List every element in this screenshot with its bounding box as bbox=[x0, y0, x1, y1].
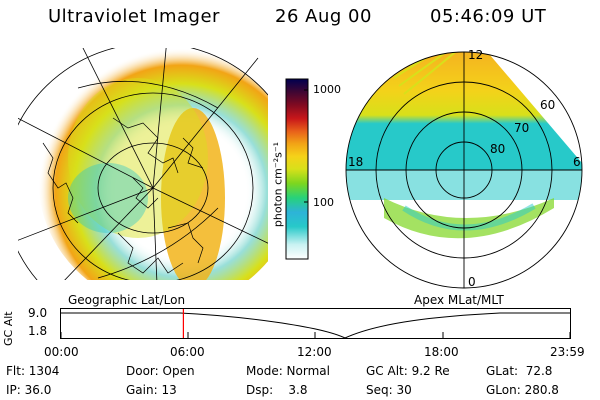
aurora-bright-band bbox=[161, 108, 225, 280]
geographic-grid bbox=[18, 48, 268, 280]
altitude-bottom-value: 1.8 bbox=[28, 324, 48, 338]
geographic-map bbox=[18, 48, 268, 280]
mode-status: Mode: Normal bbox=[246, 364, 330, 378]
ip-value: IP: 36.0 bbox=[6, 383, 52, 397]
altitude-top-value: 9.0 bbox=[28, 306, 48, 320]
colorbar-tick-top: 1000 bbox=[313, 83, 341, 96]
altitude-plot bbox=[60, 308, 571, 339]
time-tick-0: 00:00 bbox=[44, 345, 79, 359]
gain-value: Gain: 13 bbox=[126, 383, 177, 397]
time-tick-3: 18:00 bbox=[424, 345, 459, 359]
mlat-label-60: 60 bbox=[540, 98, 555, 112]
polar-plot: 12 18 6 0 60 70 80 bbox=[345, 48, 583, 289]
gc-altitude: GC Alt: 9.2 Re bbox=[366, 364, 450, 378]
mlt-label-6: 6 bbox=[573, 155, 581, 169]
instrument-title: Ultraviolet Imager bbox=[48, 6, 220, 27]
time-tick-2: 12:00 bbox=[297, 345, 332, 359]
mlt-label-12: 12 bbox=[468, 48, 483, 62]
colorbar-unit-label: photon cm⁻²s⁻¹ bbox=[271, 141, 285, 228]
time-tick-4: 23:59 bbox=[550, 345, 585, 359]
geographic-longitude: GLon: 280.8 bbox=[486, 383, 559, 397]
polar-emission-lower bbox=[346, 170, 582, 200]
door-status: Door: Open bbox=[126, 364, 195, 378]
altitude-curve bbox=[60, 312, 571, 339]
flight-number: Flt: 1304 bbox=[6, 364, 60, 378]
mlat-label-70: 70 bbox=[514, 121, 529, 135]
altitude-axis-label: GC Alt bbox=[2, 311, 15, 346]
right-panel-caption: Apex MLat/MLT bbox=[414, 293, 504, 307]
polar-emission-upper bbox=[346, 52, 582, 170]
polar-grid bbox=[345, 51, 583, 289]
coastlines bbox=[42, 117, 204, 274]
time-label: 05:46:09 UT bbox=[430, 6, 547, 27]
mlt-label-0: 0 bbox=[468, 275, 476, 289]
colorbar-tick-mid: 100 bbox=[313, 196, 334, 209]
left-panel-caption: Geographic Lat/Lon bbox=[68, 293, 186, 307]
geographic-latitude: GLat: 72.8 bbox=[486, 364, 553, 378]
time-tick-1: 06:00 bbox=[170, 345, 205, 359]
date-label: 26 Aug 00 bbox=[275, 6, 372, 27]
mlt-label-18: 18 bbox=[348, 155, 363, 169]
colorbar bbox=[285, 78, 309, 260]
mlat-label-80: 80 bbox=[490, 142, 505, 156]
dsp-value: Dsp: 3.8 bbox=[246, 383, 308, 397]
sequence-number: Seq: 30 bbox=[366, 383, 412, 397]
